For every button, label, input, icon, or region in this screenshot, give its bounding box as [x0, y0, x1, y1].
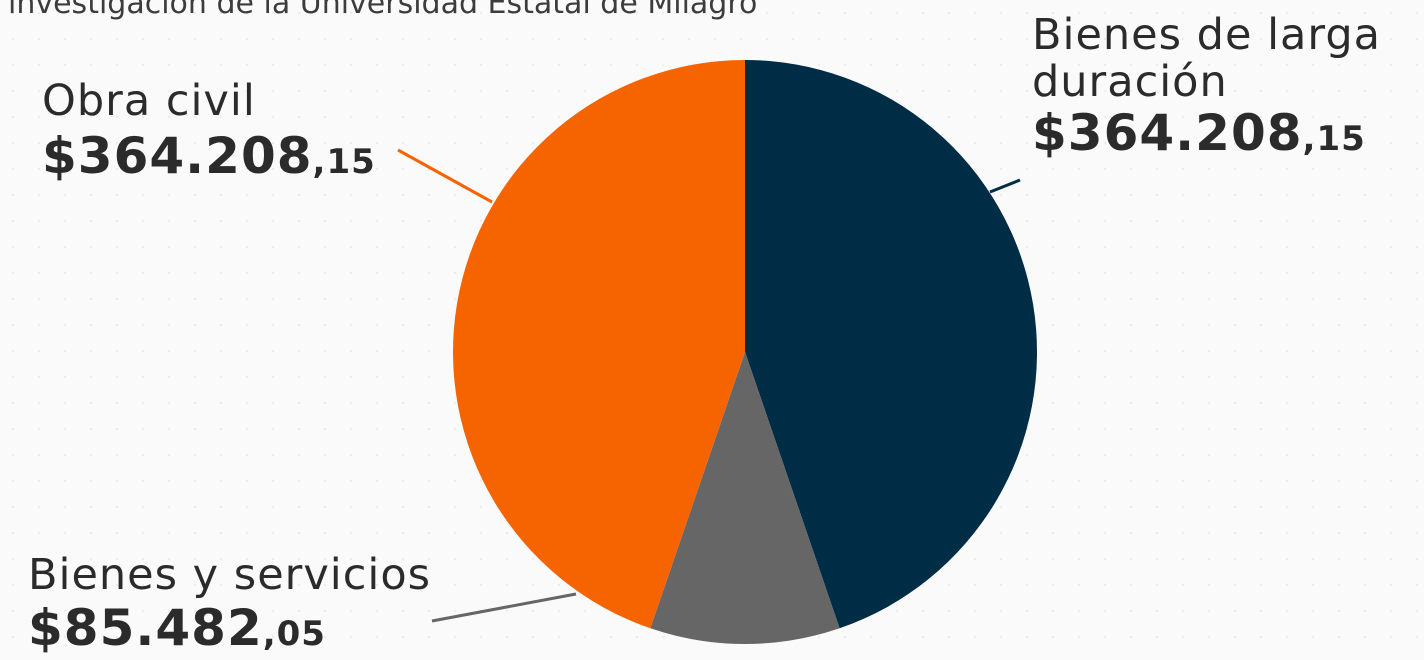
label-bienes-larga-amount: $364.208,15: [1032, 108, 1381, 158]
label-bienes-servicios-amount-cents: ,05: [262, 614, 326, 654]
label-bienes-larga-name-line1: Bienes de larga: [1032, 10, 1381, 60]
label-bienes-larga-name-line2: duración: [1032, 57, 1228, 107]
label-obra-civil-amount-cents: ,15: [312, 142, 376, 182]
slice-obra-civil: [452, 59, 745, 629]
label-bienes-servicios: Bienes y servicios $85.482,05: [28, 550, 432, 654]
top-caption: investigación de la Universidad Estatal …: [8, 0, 758, 21]
pie-slices: [452, 59, 1038, 645]
slice-bienes-larga: [745, 59, 1038, 629]
label-obra-civil: Obra civil $364.208,15: [42, 76, 376, 182]
label-bienes-servicios-name: Bienes y servicios: [28, 550, 432, 600]
label-bienes-servicios-amount: $85.482,05: [28, 603, 431, 653]
label-bienes-larga-amount-cents: ,15: [1302, 119, 1366, 159]
leader-line-obra-civil: [397, 148, 493, 204]
label-obra-civil-amount-main: $364.208: [42, 127, 313, 185]
slice-bienes-servicios: [650, 352, 840, 645]
label-obra-civil-amount: $364.208,15: [42, 131, 376, 181]
leader-line-bienes-servicios: [431, 592, 577, 623]
label-bienes-larga: Bienes de larga duración $364.208,15: [1032, 10, 1381, 159]
label-obra-civil-name: Obra civil: [42, 76, 256, 126]
label-bienes-servicios-amount-main: $85.482: [28, 599, 263, 657]
leader-line-bienes-larga: [989, 178, 1021, 194]
label-bienes-larga-amount-main: $364.208: [1032, 104, 1303, 162]
